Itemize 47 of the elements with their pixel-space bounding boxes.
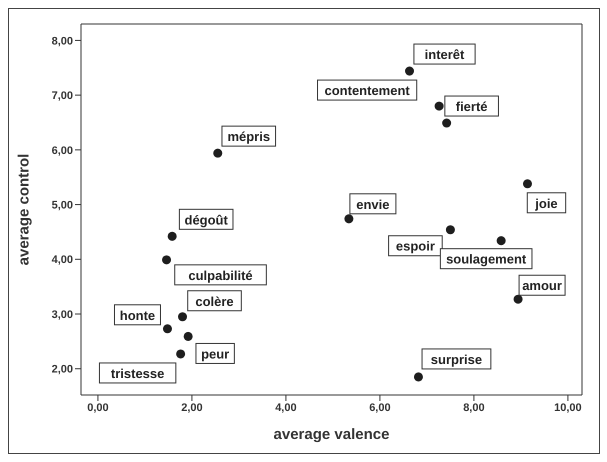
x-tick-label: 0,00 <box>87 402 109 414</box>
point <box>178 312 188 322</box>
point <box>162 255 172 264</box>
y-tick-label: 3,00 <box>52 308 73 321</box>
annotation: colère <box>195 294 234 309</box>
point <box>514 294 523 304</box>
point <box>414 372 423 382</box>
point <box>344 214 354 224</box>
x-tick-label: 6,00 <box>369 402 391 414</box>
point <box>522 179 532 188</box>
annotation: fierté <box>456 99 488 114</box>
point <box>405 66 414 76</box>
x-tick-label: 4,00 <box>275 402 297 414</box>
point <box>162 324 172 334</box>
point <box>446 225 455 234</box>
x-tick-label: 2,00 <box>181 402 203 414</box>
y-axis-title: average control <box>15 154 32 266</box>
point <box>442 118 452 128</box>
y-tick-label: 5,00 <box>52 199 73 212</box>
annotation: soulagement <box>446 252 527 267</box>
point <box>176 349 186 358</box>
annotation: tristesse <box>110 366 164 381</box>
y-tick-label: 6,00 <box>52 144 73 157</box>
point <box>213 148 222 158</box>
y-tick-label: 8,00 <box>52 35 73 48</box>
x-tick-label: 8,00 <box>463 402 485 414</box>
point <box>168 232 177 241</box>
annotation: contentement <box>324 83 410 98</box>
annotation: joie <box>534 196 558 211</box>
annotation: interêt <box>424 47 466 62</box>
annotation: dégoût <box>184 212 229 228</box>
annotation: surprise <box>430 352 482 367</box>
point <box>496 236 506 246</box>
y-tick-label: 7,00 <box>52 90 73 102</box>
annotation: amour <box>522 278 562 294</box>
y-tick-label: 2,00 <box>52 364 73 376</box>
annotation: espoir <box>396 238 435 254</box>
point <box>184 332 193 341</box>
annotation: mépris <box>227 129 270 144</box>
x-axis-title: average valence <box>274 426 390 443</box>
point <box>434 102 444 111</box>
annotation: culpabilité <box>188 268 253 283</box>
annotation: peur <box>201 346 230 362</box>
annotation: honte <box>120 308 156 323</box>
annotation: envie <box>356 196 390 212</box>
y-tick-label: 4,00 <box>52 254 73 266</box>
x-tick-label: 10,00 <box>554 402 582 414</box>
